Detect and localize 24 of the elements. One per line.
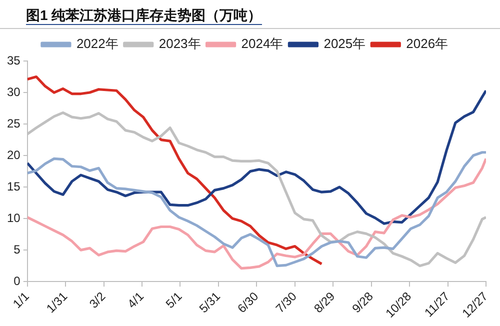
legend-label: 2022年 bbox=[76, 36, 118, 52]
x-tick-label: 1/1 bbox=[10, 289, 32, 311]
x-tick-label: 3/2 bbox=[86, 289, 108, 311]
y-tick-label: 30 bbox=[6, 84, 21, 99]
y-tick-label: 0 bbox=[14, 274, 21, 288]
y-tick-label: 15 bbox=[6, 179, 21, 194]
y-tick-label: 5 bbox=[14, 242, 21, 256]
legend-label: 2023年 bbox=[158, 36, 201, 52]
y-tick-label: 10 bbox=[6, 210, 21, 225]
chart-title: 图1 纯苯江苏港口库存走势图（万吨） bbox=[26, 6, 262, 25]
y-tick-label: 20 bbox=[6, 148, 21, 162]
x-tick-label: 4/1 bbox=[124, 289, 147, 311]
x-tick-label: 8/29 bbox=[311, 289, 338, 316]
x-tick-label: 5/1 bbox=[162, 289, 185, 311]
y-tick-label: 25 bbox=[6, 116, 21, 130]
x-tick-label: 1/31 bbox=[44, 289, 70, 316]
x-tick-label: 9/28 bbox=[349, 289, 376, 316]
legend-label: 2024年 bbox=[241, 36, 284, 52]
legend-label: 2026年 bbox=[406, 36, 448, 52]
x-tick-label: 5/31 bbox=[196, 289, 224, 316]
legend-label: 2025年 bbox=[324, 36, 366, 52]
x-tick-label: 7/30 bbox=[272, 289, 300, 316]
y-tick-label: 35 bbox=[6, 53, 21, 68]
x-tick-label: 6/30 bbox=[234, 289, 262, 316]
